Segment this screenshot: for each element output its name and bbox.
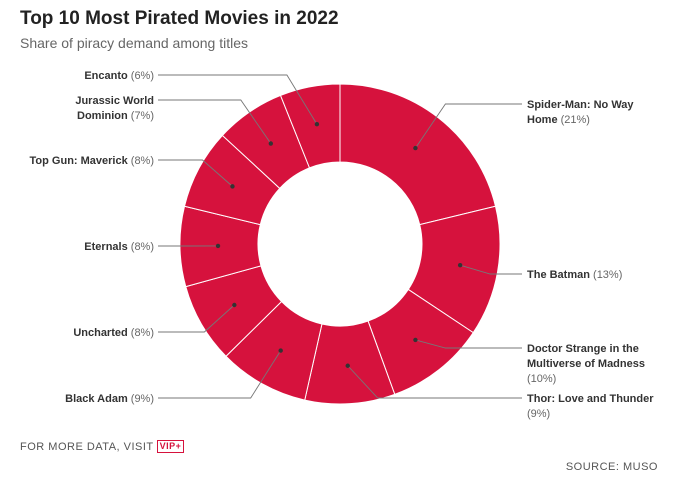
labels: Spider-Man: No Way Home (21%) The Batman (… <box>30 70 655 420</box>
label-percent: (10%) <box>527 373 556 385</box>
connector-6 <box>158 304 235 333</box>
marker-dot-5 <box>278 348 283 353</box>
slice-10[interactable] <box>279 83 341 169</box>
vip-plus-link[interactable]: VIP+ <box>156 440 185 453</box>
label-name: Spider-Man: No Way <box>527 99 634 111</box>
label-name: Eternals <box>84 241 127 253</box>
marker-dot-10 <box>314 122 320 127</box>
marker-dot-8 <box>230 184 235 189</box>
connector-4 <box>347 365 522 399</box>
label-percent: (6%) <box>128 70 154 82</box>
label-name: Encanto <box>84 70 128 82</box>
marker-dot-6 <box>232 302 237 308</box>
label-name: Home <box>527 114 558 126</box>
slice-label-1: Spider-Man: No Way Home (21%) <box>527 99 634 126</box>
slice-1[interactable] <box>339 83 497 226</box>
marker-dot-3 <box>413 337 418 343</box>
marker-dot-9 <box>268 141 274 146</box>
connector-1 <box>415 103 522 149</box>
label-name: Jurassic World <box>75 95 154 107</box>
label-percent: (21%) <box>558 114 590 126</box>
chart-title: Top 10 Most Pirated Movies in 2022 <box>20 8 339 29</box>
marker-dot-7 <box>215 243 221 249</box>
connector-8 <box>158 159 233 187</box>
slice-label-7: Eternals (8%) <box>84 241 154 253</box>
label-percent: (9%) <box>527 408 550 420</box>
marker-dot-1 <box>413 145 418 151</box>
label-name: Uncharted <box>73 327 127 339</box>
marker-dot-4 <box>345 363 350 368</box>
connector-2 <box>460 264 522 275</box>
connector-10 <box>158 74 318 125</box>
label-name: The Batman <box>527 269 590 281</box>
label-name: Dominion <box>77 110 128 122</box>
marker-dot-2 <box>457 262 463 268</box>
label-percent: (8%) <box>128 241 154 253</box>
source-note: SOURCE: MUSO <box>565 461 658 473</box>
connectors <box>158 74 522 399</box>
label-name: Doctor Strange in the <box>527 343 639 355</box>
slice-label-10: Encanto (6%) <box>84 70 154 82</box>
slice-label-3: Doctor Strange in the Multiverse of Madne… <box>527 343 645 385</box>
slice-label-9: Jurassic World Dominion (7%) <box>75 95 154 122</box>
label-percent: (8%) <box>128 327 154 339</box>
more-data-note: FOR MORE DATA, VISIT VIP+ <box>20 440 185 453</box>
slice-label-5: Black Adam (9%) <box>65 393 154 405</box>
chart-subtitle: Share of piracy demand among titles <box>20 35 249 51</box>
label-name: Black Adam <box>65 393 128 405</box>
label-name: Thor: Love and Thunder <box>527 393 654 405</box>
slice-label-8: Top Gun: Maverick (8%) <box>30 155 154 167</box>
label-percent: (7%) <box>128 110 154 122</box>
connector-5 <box>158 350 282 399</box>
connector-3 <box>415 339 522 349</box>
slice-label-2: The Batman (13%) <box>527 269 622 281</box>
slice-label-6: Uncharted (8%) <box>73 327 154 339</box>
label-name: Top Gun: Maverick <box>30 155 129 167</box>
label-percent: (13%) <box>590 269 622 281</box>
label-percent: (9%) <box>128 393 154 405</box>
label-name: Multiverse of Madness <box>527 358 645 370</box>
connector-9 <box>158 99 272 144</box>
slices <box>179 83 501 405</box>
label-percent: (8%) <box>128 155 154 167</box>
more-data-text: FOR MORE DATA, VISIT <box>20 441 154 453</box>
slice-label-4: Thor: Love and Thunder (9%) <box>527 393 654 420</box>
